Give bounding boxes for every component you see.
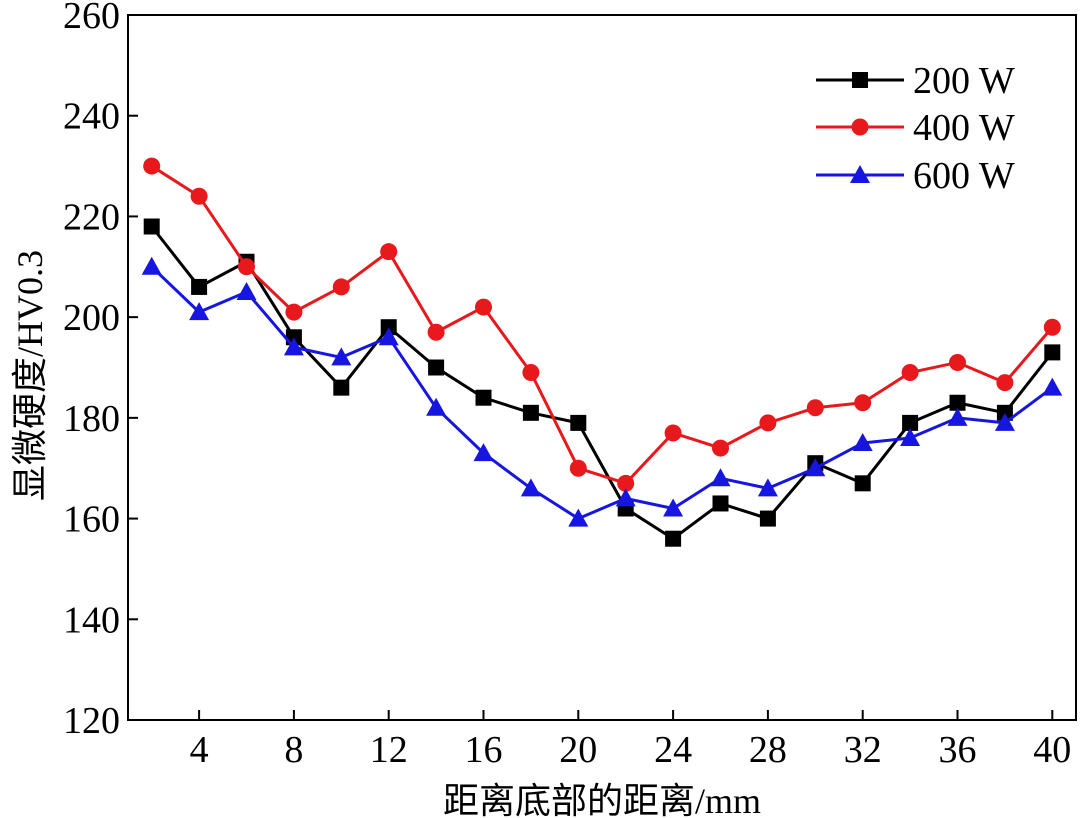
- y-tick-label: 220: [63, 196, 120, 238]
- legend-item-600w: 600 W: [816, 155, 1015, 197]
- data-point-400w: [522, 364, 540, 382]
- legend-swatch-marker: [851, 118, 869, 136]
- data-point-600w: [236, 281, 257, 300]
- series-line-400w: [150, 164, 1054, 485]
- data-point-400w: [664, 424, 682, 442]
- x-axis-title: 距离底部的距离/mm: [443, 781, 761, 818]
- x-tick-label: 28: [749, 729, 787, 771]
- legend-item-400w: 400 W: [816, 107, 1015, 149]
- y-axis-title: 显微硬度/HV0.3: [10, 250, 50, 501]
- series-200w: [143, 218, 1061, 547]
- data-point-600w: [283, 337, 304, 356]
- data-point-400w: [806, 399, 824, 417]
- data-point-400w: [238, 258, 255, 276]
- data-point-400w: [143, 157, 161, 175]
- data-point-200w: [1044, 344, 1061, 361]
- data-point-400w: [617, 474, 635, 492]
- legend: 200 W 400 W 600 W: [816, 60, 1015, 197]
- data-point-600w: [189, 302, 210, 321]
- y-tick-label: 260: [63, 0, 120, 37]
- data-point-400w: [759, 414, 777, 432]
- series-line-600w: [150, 265, 1054, 521]
- data-point-200w: [570, 414, 587, 431]
- data-point-400w: [1043, 318, 1061, 336]
- data-point-600w: [947, 407, 968, 426]
- data-point-600w: [805, 458, 826, 477]
- data-point-200w: [902, 414, 919, 431]
- x-tick-label: 36: [939, 729, 977, 771]
- y-tick-label: 240: [63, 96, 120, 138]
- legend-label: 400 W: [913, 107, 1015, 149]
- data-point-600w: [994, 412, 1015, 431]
- x-tick-label: 8: [284, 729, 303, 771]
- y-tick-label: 180: [63, 398, 120, 440]
- data-point-200w: [333, 379, 350, 396]
- data-point-400w: [285, 303, 303, 321]
- x-tick-label: 16: [465, 729, 503, 771]
- y-tick-label: 120: [63, 700, 120, 742]
- data-point-400w: [901, 364, 919, 382]
- series-group: [141, 157, 1063, 547]
- legend-swatch-marker: [852, 72, 868, 88]
- data-point-400w: [712, 439, 729, 457]
- legend-swatch-marker: [850, 165, 870, 183]
- x-tick-label: 4: [190, 729, 209, 771]
- data-point-600w: [663, 498, 684, 517]
- x-tick-label: 40: [1033, 729, 1071, 771]
- data-point-400w: [949, 353, 966, 371]
- data-point-600w: [568, 508, 589, 527]
- y-tick-label: 140: [63, 599, 120, 641]
- data-point-200w: [996, 404, 1013, 421]
- data-point-600w: [473, 443, 494, 462]
- x-axis: 4 8 12 16 20 24 28 32 36 40: [190, 710, 1071, 771]
- series-600w: [141, 256, 1063, 527]
- data-point-400w: [475, 298, 492, 316]
- data-point-400w: [427, 323, 445, 341]
- y-axis: 120 140 160 180 200 220 240 260: [63, 0, 138, 742]
- data-point-600w: [520, 478, 541, 497]
- data-point-200w: [475, 389, 492, 406]
- data-point-400w: [854, 394, 872, 412]
- x-tick-label: 24: [654, 729, 692, 771]
- data-point-600w: [852, 433, 873, 452]
- data-point-200w: [665, 530, 682, 547]
- plot-area-frame: [127, 14, 1077, 721]
- data-point-200w: [380, 319, 397, 336]
- data-point-200w: [191, 278, 208, 295]
- x-tick-label: 20: [559, 729, 597, 771]
- legend-label: 600 W: [913, 155, 1015, 197]
- data-point-200w: [949, 394, 966, 411]
- legend-label: 200 W: [913, 60, 1015, 102]
- data-point-200w: [522, 404, 539, 421]
- data-point-600w: [710, 468, 731, 487]
- data-point-600w: [900, 428, 921, 446]
- data-point-600w: [615, 488, 636, 507]
- data-point-200w: [428, 359, 445, 376]
- data-point-600w: [331, 347, 352, 366]
- data-point-600w: [426, 397, 447, 416]
- data-point-600w: [1042, 377, 1063, 396]
- data-point-200w: [854, 475, 871, 492]
- data-point-600w: [378, 327, 399, 346]
- data-point-400w: [569, 459, 587, 477]
- x-tick-label: 32: [844, 729, 882, 771]
- y-tick-label: 200: [63, 297, 120, 339]
- data-point-200w: [759, 510, 776, 527]
- data-point-200w: [143, 218, 160, 235]
- x-tick-label: 12: [370, 729, 408, 771]
- data-point-400w: [380, 243, 398, 261]
- data-point-200w: [712, 495, 729, 512]
- y-tick-label: 160: [63, 499, 120, 541]
- series-400w: [143, 157, 1061, 492]
- data-point-400w: [190, 187, 208, 205]
- data-point-600w: [757, 478, 778, 497]
- legend-item-200w: 200 W: [816, 60, 1015, 102]
- data-point-400w: [332, 278, 350, 296]
- data-point-400w: [996, 374, 1014, 392]
- series-line-200w: [150, 225, 1054, 541]
- data-point-600w: [141, 256, 162, 275]
